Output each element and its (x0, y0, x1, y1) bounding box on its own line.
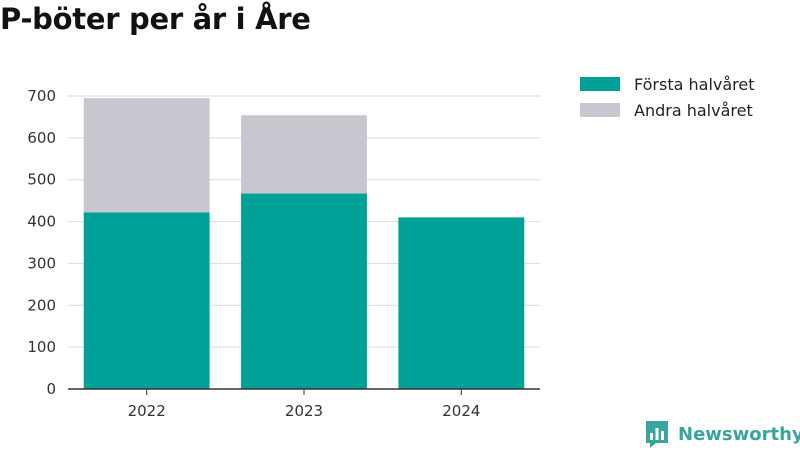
bar-2023-series-0 (241, 193, 367, 389)
legend-swatch-andra (580, 103, 620, 117)
legend-item-andra: Andra halvåret (580, 98, 755, 122)
y-tick-label: 600 (27, 129, 56, 147)
y-tick-label: 300 (27, 254, 56, 272)
legend-swatch-forsta (580, 77, 620, 91)
legend-item-forsta: Första halvåret (580, 72, 755, 96)
bar-2023-series-1 (241, 115, 367, 194)
x-tick-label: 2024 (442, 402, 480, 420)
x-tick-label: 2022 (128, 402, 166, 420)
x-tick-label: 2023 (285, 402, 323, 420)
brand-name: Newsworthy (678, 423, 800, 445)
y-tick-label: 100 (27, 338, 56, 356)
x-axis-ticks: 2022 2023 2024 (128, 389, 480, 420)
y-tick-label: 700 (27, 87, 56, 105)
y-tick-label: 200 (27, 296, 56, 314)
bars (83, 98, 525, 389)
chart-title: P-böter per år i Åre (0, 2, 311, 36)
bar-2022-series-0 (83, 212, 210, 389)
y-axis-ticks: 0 100 200 300 400 500 600 700 (27, 87, 56, 398)
legend: Första halvåret Andra halvåret (580, 72, 755, 124)
newsworthy-logo-icon (646, 421, 668, 448)
legend-label-forsta: Första halvåret (634, 74, 755, 94)
legend-label-andra: Andra halvåret (634, 100, 753, 120)
brand-logo: Newsworthy (644, 419, 800, 449)
y-tick-label: 500 (27, 171, 56, 189)
y-tick-label: 0 (46, 380, 56, 398)
bar-2022-series-1 (83, 98, 210, 213)
y-tick-label: 400 (27, 213, 56, 231)
bar-2024-series-0 (398, 217, 525, 389)
